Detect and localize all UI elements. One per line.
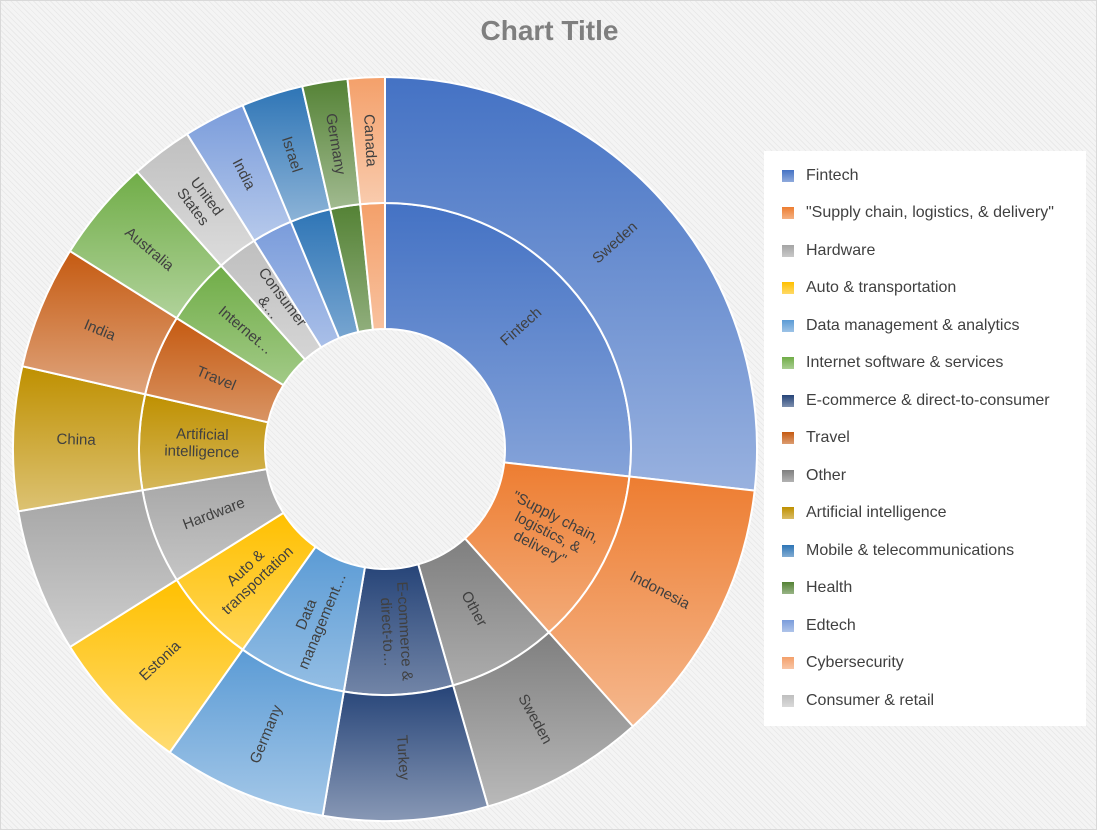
- sunburst-segments: [12, 75, 758, 822]
- segment-country-sweden-0: [384, 75, 758, 492]
- legend-label: Health: [806, 579, 853, 597]
- legend-label: Other: [806, 466, 847, 484]
- legend-swatch: [782, 544, 794, 557]
- legend-label: Artificial intelligence: [806, 504, 947, 522]
- legend-label: Hardware: [806, 241, 876, 259]
- segment-country-canada-14: [346, 75, 386, 206]
- legend-item-health: Health: [782, 570, 1076, 608]
- legend-swatch: [782, 207, 794, 220]
- legend-swatch: [782, 507, 794, 520]
- legend-label: "Supply chain, logistics, & delivery": [806, 204, 1054, 222]
- legend-label: Data management & analytics: [806, 316, 1020, 334]
- legend-swatch: [782, 319, 794, 332]
- legend-swatch: [782, 169, 794, 182]
- legend-item-e-commerce-direct-to-consumer: E-commerce & direct-to-consumer: [782, 382, 1076, 420]
- legend-label: Cybersecurity: [806, 654, 904, 672]
- legend-label: Mobile & telecommunications: [806, 541, 1015, 559]
- legend-swatch: [782, 469, 794, 482]
- legend-swatch: [782, 282, 794, 295]
- legend-swatch: [782, 357, 794, 370]
- legend-label: Auto & transportation: [806, 279, 957, 297]
- legend-label: E-commerce & direct-to-consumer: [806, 391, 1050, 409]
- legend-item-edtech: Edtech: [782, 607, 1076, 645]
- legend-swatch: [782, 657, 794, 670]
- legend-label: Travel: [806, 429, 850, 447]
- label-category-artificial-intelligence: Artificialintelligence: [164, 425, 240, 461]
- legend-item-mobile-telecommunications: Mobile & telecommunications: [782, 532, 1076, 570]
- legend: Fintech "Supply chain, logistics, & deliv…: [764, 151, 1086, 726]
- legend-item-hardware: Hardware: [782, 232, 1076, 270]
- legend-item-travel: Travel: [782, 420, 1076, 458]
- legend-item-consumer-retail: Consumer & retail: [782, 682, 1076, 720]
- legend-swatch: [782, 432, 794, 445]
- legend-item-fintech: Fintech: [782, 157, 1076, 195]
- legend-label: Internet software & services: [806, 354, 1004, 372]
- legend-label: Edtech: [806, 616, 856, 634]
- legend-item-supply-chain-logistics-delivery: "Supply chain, logistics, & delivery": [782, 195, 1076, 233]
- legend-swatch: [782, 244, 794, 257]
- legend-item-other: Other: [782, 457, 1076, 495]
- legend-label: Consumer & retail: [806, 691, 935, 709]
- legend-label: Fintech: [806, 166, 859, 184]
- legend-swatch: [782, 694, 794, 707]
- legend-item-data-management-analytics: Data management & analytics: [782, 307, 1076, 345]
- legend-swatch: [782, 394, 794, 407]
- legend-item-artificial-intelligence: Artificial intelligence: [782, 495, 1076, 533]
- legend-item-cybersecurity: Cybersecurity: [782, 645, 1076, 683]
- legend-swatch: [782, 619, 794, 632]
- label-country-china-7: China: [56, 431, 96, 449]
- label-country-canada-14: Canada: [360, 114, 380, 168]
- chart-title: Chart Title: [480, 15, 619, 46]
- label-country-turkey-3: Turkey: [393, 734, 413, 781]
- legend-swatch: [782, 582, 794, 595]
- label-category-e-commerce-direct-to-consumer: E-commerce &direct-to…: [376, 581, 416, 682]
- legend-item-auto-transportation: Auto & transportation: [782, 270, 1076, 308]
- legend-item-internet-software-services: Internet software & services: [782, 345, 1076, 383]
